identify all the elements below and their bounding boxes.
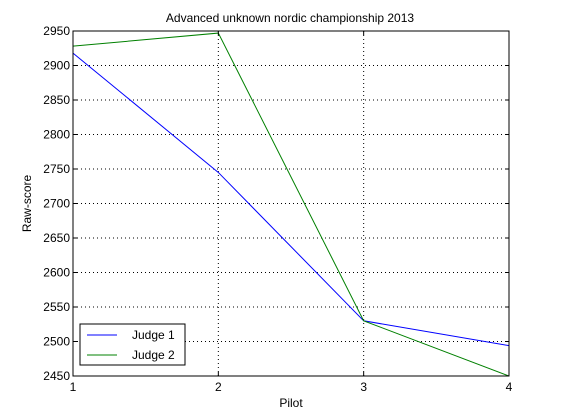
series-line-judge-2	[72, 32, 510, 377]
y-tick-label: 2500	[43, 335, 70, 349]
y-tick-label: 2450	[43, 369, 70, 383]
y-tick-label: 2800	[43, 128, 70, 142]
legend-box	[79, 323, 186, 366]
chart-title: Advanced unknown nordic championship 201…	[166, 11, 414, 25]
series-line-judge-1	[72, 52, 510, 347]
y-tick-label: 2600	[43, 266, 70, 280]
legend-label-judge-2: Judge 2	[132, 348, 175, 362]
y-tick-label: 2750	[43, 162, 70, 176]
x-tick-label: 2	[215, 380, 222, 394]
y-tick-label: 2550	[43, 300, 70, 314]
legend: Judge 1 Judge 2	[79, 323, 186, 366]
y-tick-label: 2850	[43, 93, 70, 107]
x-tick-label: 3	[360, 380, 367, 394]
y-tick-label: 2950	[43, 24, 70, 38]
axis-ticks: 2450 2500 2550 2600 2650 2700 2750 2800 2850 2900…	[43, 24, 512, 394]
legend-label-judge-1: Judge 1	[132, 328, 175, 342]
x-axis-label: Pilot	[279, 396, 303, 410]
series-lines	[72, 32, 510, 377]
y-tick-label: 2650	[43, 231, 70, 245]
y-tick-label: 2900	[43, 59, 70, 73]
x-tick-label: 4	[506, 380, 513, 394]
x-tick-label: 1	[70, 380, 77, 394]
y-axis-label: Raw-score	[20, 175, 34, 233]
y-tick-label: 2700	[43, 197, 70, 211]
